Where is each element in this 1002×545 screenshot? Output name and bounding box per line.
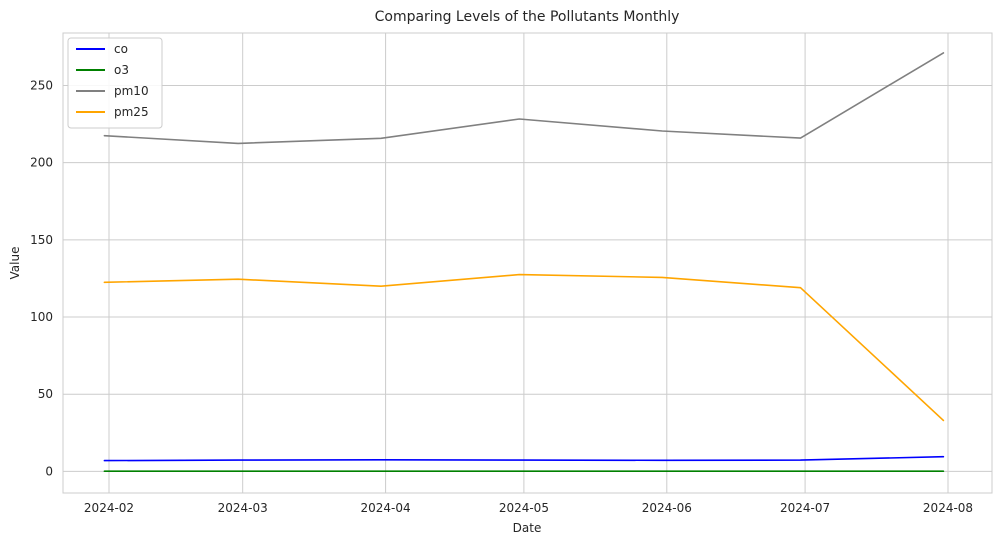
y-tick-label: 200 <box>30 156 53 170</box>
x-tick-label: 2024-07 <box>780 501 830 515</box>
x-tick-label: 2024-03 <box>218 501 268 515</box>
series-line-co <box>103 455 945 462</box>
x-tick-label: 2024-08 <box>923 501 973 515</box>
legend: co o3 pm10 pm25 <box>67 37 163 129</box>
x-tick-label: 2024-06 <box>642 501 692 515</box>
y-tick-label: 150 <box>30 233 53 247</box>
y-tick-label: 50 <box>38 387 53 401</box>
y-tick-label: 250 <box>30 78 53 92</box>
x-axis-label: Date <box>513 521 542 535</box>
x-tick-label: 2024-05 <box>499 501 549 515</box>
x-axis-ticks: 2024-02 2024-03 2024-04 2024-05 2024-06 2024-… <box>84 501 973 515</box>
y-axis-label: Value <box>8 247 22 280</box>
x-tick-label: 2024-02 <box>84 501 134 515</box>
legend-box <box>67 37 163 129</box>
legend-label-o3: o3 <box>114 63 129 77</box>
plot-frame <box>62 32 993 494</box>
y-tick-label: 0 <box>45 464 53 478</box>
legend-label-pm25: pm25 <box>114 105 149 119</box>
grid <box>63 33 992 493</box>
series-line-pm25 <box>103 273 945 422</box>
x-tick-label: 2024-04 <box>361 501 411 515</box>
series-line-pm10 <box>103 52 945 145</box>
legend-label-pm10: pm10 <box>114 84 149 98</box>
y-axis-ticks: 0 50 100 150 200 250 <box>30 78 53 478</box>
series-lines <box>103 52 945 473</box>
chart-title: Comparing Levels of the Pollutants Month… <box>375 9 680 25</box>
y-tick-label: 100 <box>30 310 53 324</box>
legend-label-co: co <box>114 42 128 56</box>
